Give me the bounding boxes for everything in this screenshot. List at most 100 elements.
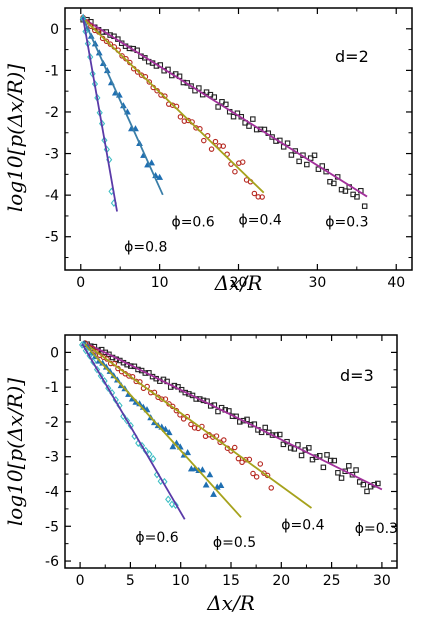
data-point: [306, 445, 312, 451]
data-point: [331, 457, 338, 464]
panel-label: d=3: [340, 366, 374, 385]
data-point: [259, 194, 265, 200]
data-point: [277, 431, 283, 438]
data-point: [206, 471, 214, 478]
series-annotation: ϕ=0.4: [281, 518, 324, 534]
data-point: [353, 467, 359, 473]
y-tick-label: -3: [45, 147, 59, 163]
data-point: [246, 456, 253, 463]
x-tick-label: 0: [76, 573, 85, 589]
data-point: [239, 159, 246, 165]
y-tick-label: -1: [45, 380, 59, 396]
chart-panel-1: 0 10 20 30 40 0 -1 -2 -3 -4 -5 Δx/R log10[p(Δx/R)] d=…: [3, 7, 413, 295]
x-tick-label: 30: [308, 275, 326, 291]
fit-line: [84, 342, 313, 509]
x-axis-label: Δx/R: [214, 271, 263, 295]
panel-label: d=2: [335, 47, 369, 66]
x-tick-label: 0: [76, 275, 85, 291]
data-point: [188, 421, 194, 428]
data-point: [335, 470, 341, 476]
fit-line: [81, 343, 186, 520]
x-tick-label: 40: [387, 275, 405, 291]
data-point: [231, 444, 238, 451]
data-point: [202, 481, 210, 488]
data-point: [338, 475, 345, 481]
fit-line: [82, 17, 368, 198]
y-tick-label: -4: [45, 188, 59, 204]
data-point: [107, 41, 114, 47]
data-point: [172, 501, 179, 510]
data-point: [208, 146, 215, 152]
data-point: [269, 134, 275, 140]
fit-line: [83, 343, 242, 518]
y-tick-label: -3: [45, 450, 59, 466]
data-point: [78, 341, 86, 349]
data-point: [210, 490, 217, 497]
x-axis-label: Δx/R: [206, 591, 255, 615]
y-tick-label: -6: [45, 554, 59, 570]
series-annotation: ϕ=0.3: [355, 521, 398, 537]
data-point: [211, 94, 218, 100]
data-point: [191, 425, 198, 431]
data-point: [250, 470, 256, 477]
data-point: [246, 123, 252, 129]
data-point: [93, 365, 101, 374]
data-point: [82, 346, 89, 355]
data-point: [262, 424, 268, 431]
series-annotation: ϕ=0.6: [171, 214, 214, 230]
data-point: [298, 452, 305, 459]
y-tick-label: -5: [45, 230, 59, 246]
data-point: [361, 203, 368, 209]
y-axis-label: log10[p(Δx/R)]: [3, 64, 27, 212]
data-point: [311, 152, 318, 159]
data-point: [168, 500, 176, 509]
series-ϕ=0.6: [79, 13, 164, 196]
x-tick-label: 10: [172, 573, 190, 589]
x-tick-label: 15: [222, 573, 240, 589]
series-annotation: ϕ=0.8: [124, 239, 167, 255]
data-point: [235, 455, 242, 462]
series-ϕ=0.3: [84, 341, 383, 495]
series-ϕ=0.3: [80, 16, 368, 209]
data-point: [146, 450, 153, 459]
plot-area: [78, 339, 383, 520]
data-point: [364, 488, 370, 495]
y-tick-label: -2: [45, 105, 59, 121]
data-point: [354, 194, 360, 200]
data-point: [169, 443, 177, 450]
data-point: [342, 468, 348, 475]
data-point: [320, 464, 327, 471]
data-point: [215, 104, 221, 110]
series-ϕ=0.5: [80, 339, 242, 518]
data-point: [126, 373, 132, 379]
data-point: [230, 113, 237, 120]
fit-line: [82, 18, 164, 196]
data-point: [304, 161, 310, 168]
data-point: [346, 463, 352, 469]
data-point: [150, 454, 157, 463]
data-point: [250, 116, 256, 122]
fit-line: [82, 17, 265, 194]
data-point: [251, 190, 258, 197]
y-tick-label: 0: [50, 22, 59, 38]
series-ϕ=0.4: [82, 340, 313, 509]
data-point: [223, 101, 229, 108]
data-point: [119, 53, 125, 59]
data-point: [287, 445, 294, 451]
data-point: [244, 416, 250, 423]
x-tick-label: 25: [323, 573, 341, 589]
data-point: [324, 452, 330, 458]
data-point: [123, 416, 131, 425]
data-point: [268, 485, 274, 491]
data-point: [148, 159, 155, 166]
data-point: [242, 457, 249, 463]
fit-line: [86, 342, 383, 491]
y-tick-label: -2: [45, 415, 59, 431]
x-tick-label: 5: [126, 573, 135, 589]
data-point: [239, 459, 245, 466]
y-tick-label: -1: [45, 63, 59, 79]
data-point: [342, 188, 349, 194]
data-point: [296, 158, 302, 165]
data-point: [146, 79, 153, 85]
y-axis-label: log10[p(Δx/R)]: [3, 378, 27, 526]
